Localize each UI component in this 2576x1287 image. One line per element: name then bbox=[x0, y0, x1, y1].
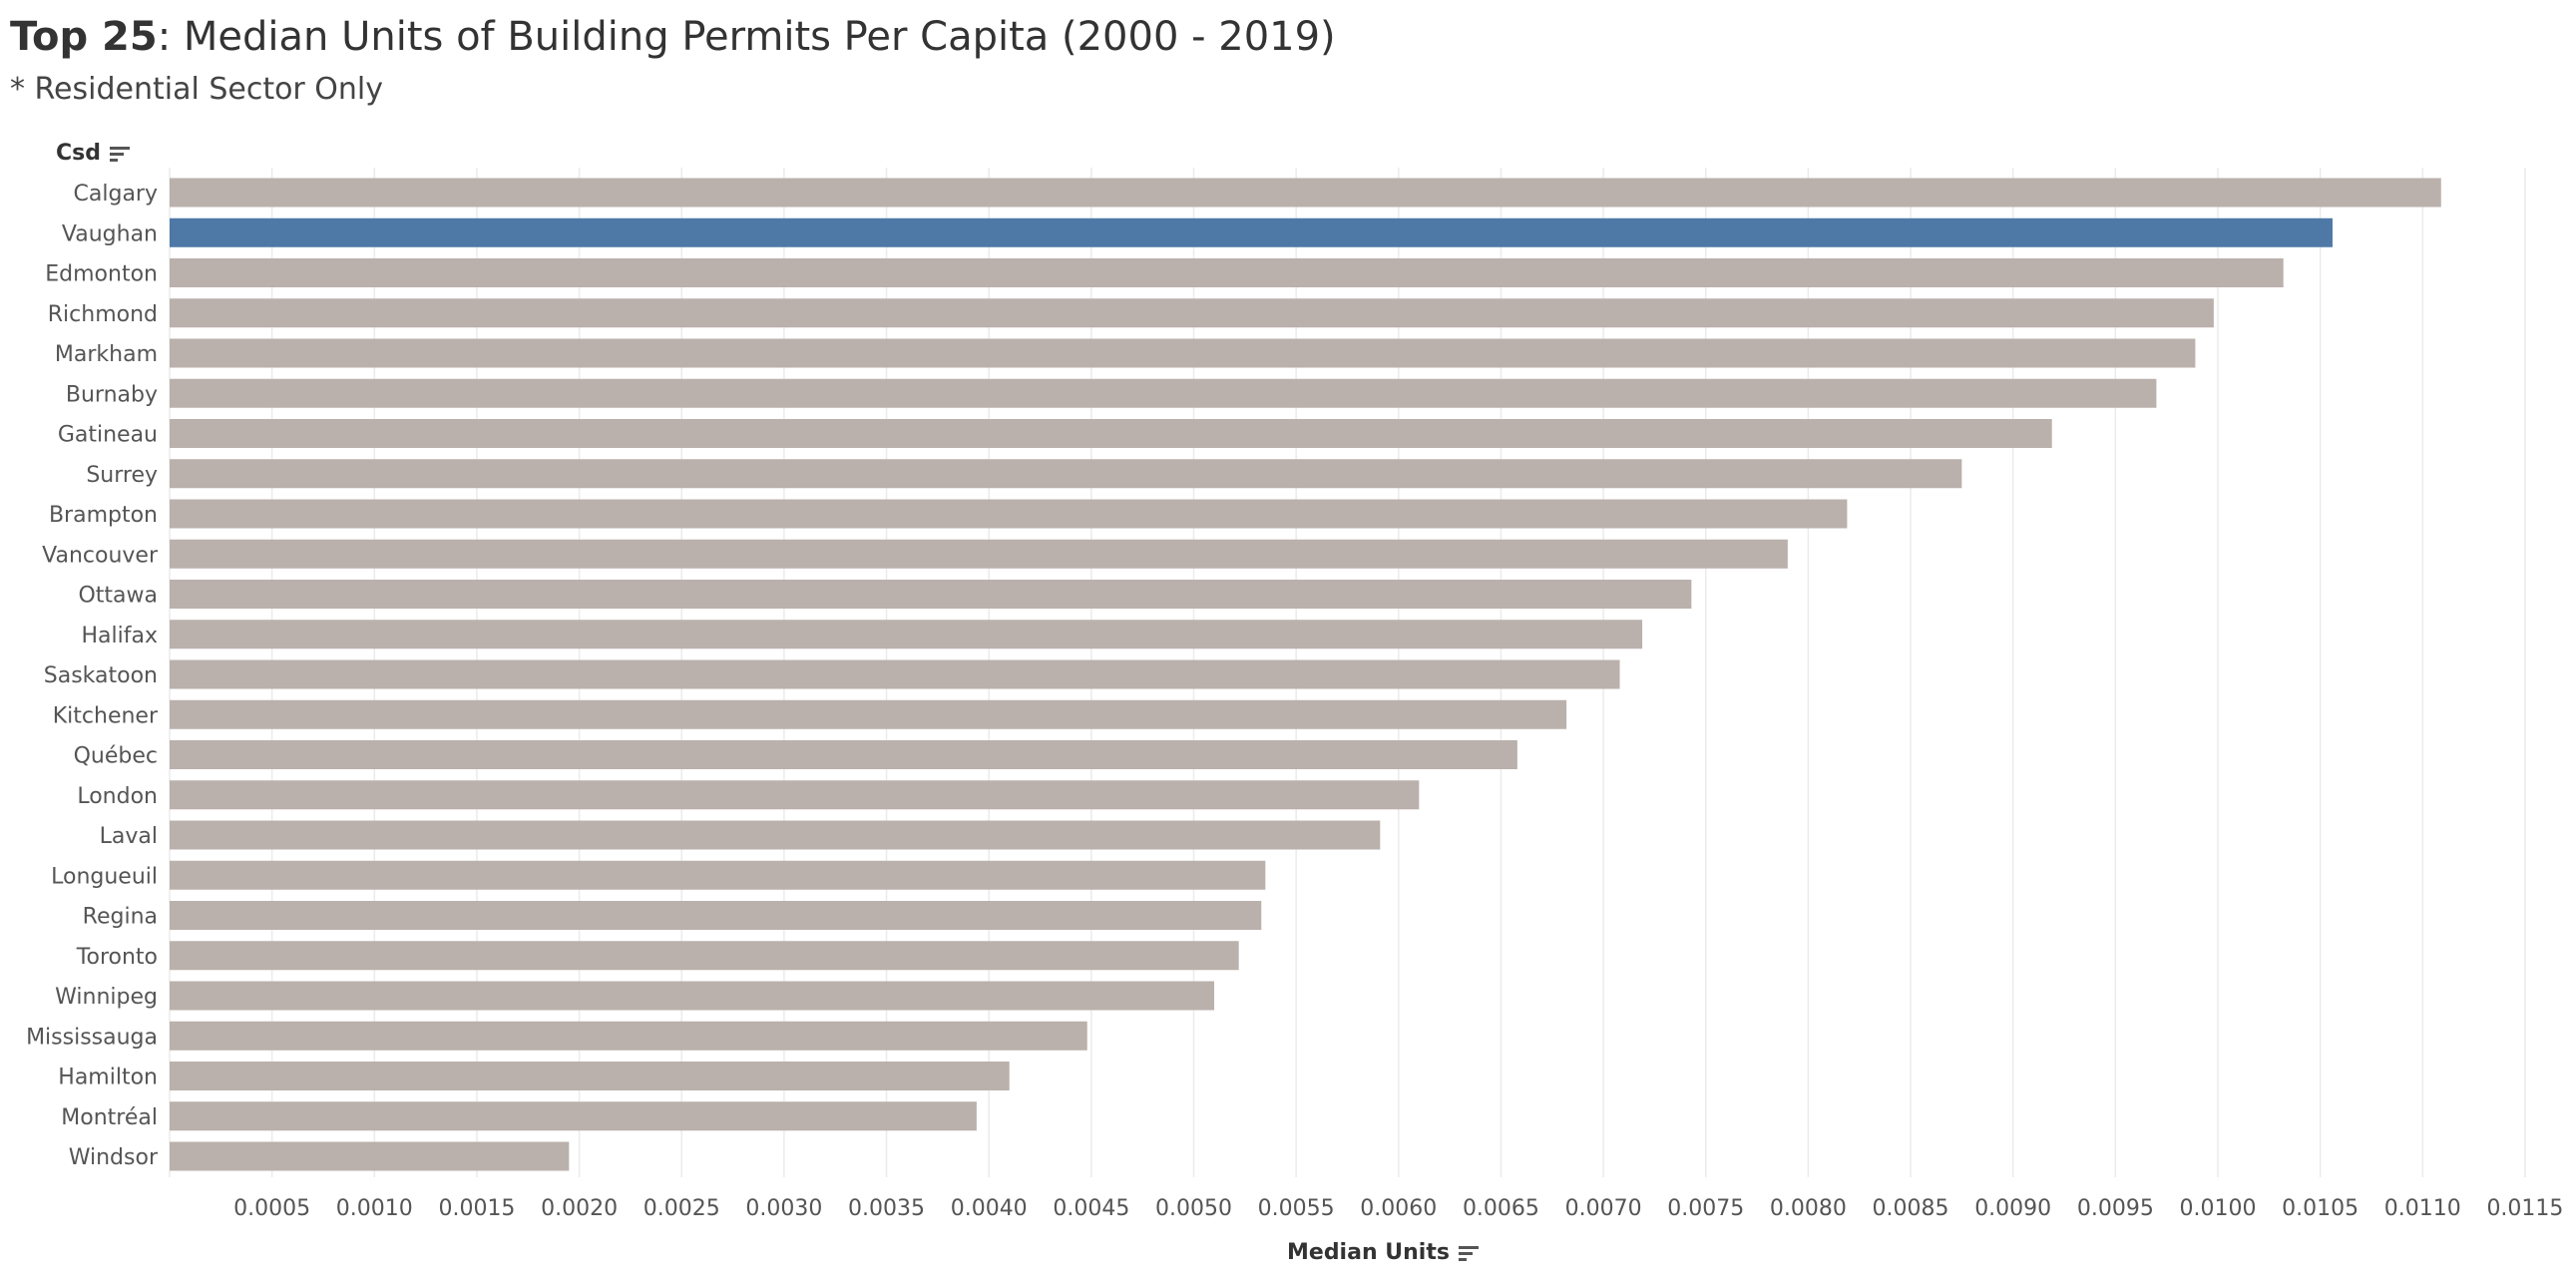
bar-quebec[interactable] bbox=[170, 740, 1517, 769]
chart-title-rest: : Median Units of Building Permits Per C… bbox=[157, 14, 1336, 60]
category-label[interactable]: Surrey bbox=[86, 463, 158, 488]
x-tick-label: 0.0025 bbox=[644, 1196, 720, 1221]
category-labels: Calgary Vaughan Edmonton Richmond Markham Bur… bbox=[26, 182, 159, 1170]
bar-laval[interactable] bbox=[170, 820, 1381, 850]
category-label[interactable]: Vancouver bbox=[42, 543, 159, 568]
x-tick-label: 0.0075 bbox=[1667, 1196, 1744, 1221]
bar-burnaby[interactable] bbox=[170, 378, 2157, 408]
category-label[interactable]: Vaughan bbox=[62, 221, 158, 246]
x-tick-label: 0.0005 bbox=[233, 1196, 310, 1221]
category-label[interactable]: Edmonton bbox=[45, 262, 158, 287]
category-label[interactable]: Brampton bbox=[49, 503, 158, 528]
x-tick-label: 0.0105 bbox=[2282, 1196, 2359, 1221]
bar-markham[interactable] bbox=[170, 338, 2196, 368]
category-label[interactable]: Hamilton bbox=[58, 1066, 158, 1090]
bar-vaughan[interactable] bbox=[170, 217, 2333, 247]
bar-toronto[interactable] bbox=[170, 941, 1239, 971]
x-tick-label: 0.0115 bbox=[2486, 1196, 2563, 1221]
bar-hamilton[interactable] bbox=[170, 1062, 1010, 1090]
y-axis-title: Csd bbox=[56, 141, 101, 166]
x-tick-label: 0.0055 bbox=[1258, 1196, 1335, 1221]
category-label[interactable]: Saskatoon bbox=[44, 663, 158, 688]
bar-edmonton[interactable] bbox=[170, 258, 2284, 287]
category-label[interactable]: Calgary bbox=[74, 182, 158, 207]
x-axis-title: Median Units bbox=[1287, 1240, 1450, 1265]
y-axis-header[interactable]: Csd bbox=[56, 141, 131, 166]
bar-richmond[interactable] bbox=[170, 298, 2214, 328]
x-tick-label: 0.0060 bbox=[1360, 1196, 1437, 1221]
category-label[interactable]: Regina bbox=[83, 905, 158, 930]
sort-descending-icon[interactable] bbox=[109, 144, 131, 164]
category-label[interactable]: Kitchener bbox=[53, 703, 159, 728]
bar-vancouver[interactable] bbox=[170, 539, 1788, 569]
x-tick-label: 0.0050 bbox=[1155, 1196, 1232, 1221]
x-tick-label: 0.0020 bbox=[541, 1196, 618, 1221]
bar-winnipeg[interactable] bbox=[170, 981, 1215, 1011]
x-tick-label: 0.0015 bbox=[438, 1196, 515, 1221]
x-tick-label: 0.0085 bbox=[1873, 1196, 1949, 1221]
category-label[interactable]: London bbox=[77, 784, 158, 809]
category-label[interactable]: Ottawa bbox=[78, 584, 158, 609]
sort-descending-icon[interactable] bbox=[1458, 1243, 1480, 1263]
category-label[interactable]: Québec bbox=[74, 744, 158, 769]
category-label[interactable]: Windsor bbox=[69, 1145, 159, 1170]
bar-regina[interactable] bbox=[170, 901, 1262, 930]
category-label[interactable]: Montréal bbox=[61, 1105, 158, 1130]
x-axis-header[interactable]: Median Units bbox=[1287, 1240, 1480, 1265]
category-label[interactable]: Mississauga bbox=[26, 1025, 158, 1050]
bar-brampton[interactable] bbox=[170, 499, 1848, 529]
category-label[interactable]: Richmond bbox=[48, 302, 158, 327]
bar-saskatoon[interactable] bbox=[170, 659, 1620, 689]
category-label[interactable]: Toronto bbox=[76, 945, 158, 970]
bar-montreal[interactable] bbox=[170, 1101, 977, 1131]
bar-kitchener[interactable] bbox=[170, 699, 1567, 729]
bar-ottawa[interactable] bbox=[170, 580, 1692, 609]
category-label[interactable]: Burnaby bbox=[66, 382, 158, 407]
x-tick-label: 0.0070 bbox=[1565, 1196, 1642, 1221]
category-label[interactable]: Winnipeg bbox=[55, 985, 158, 1010]
x-tick-label: 0.0065 bbox=[1463, 1196, 1539, 1221]
bar-gatineau[interactable] bbox=[170, 419, 2052, 448]
chart-title: Top 25: Median Units of Building Permits… bbox=[10, 14, 1336, 60]
category-label[interactable]: Gatineau bbox=[58, 423, 158, 448]
x-tick-label: 0.0095 bbox=[2077, 1196, 2154, 1221]
chart-subtitle: * Residential Sector Only bbox=[10, 72, 384, 107]
category-label[interactable]: Halifax bbox=[82, 624, 159, 648]
x-tick-label: 0.0035 bbox=[848, 1196, 925, 1221]
x-tick-label: 0.0110 bbox=[2384, 1196, 2461, 1221]
bar-calgary[interactable] bbox=[170, 178, 2441, 208]
bar-surrey[interactable] bbox=[170, 459, 1962, 489]
bars bbox=[170, 178, 2441, 1171]
bar-mississauga[interactable] bbox=[170, 1021, 1087, 1051]
category-label[interactable]: Laval bbox=[100, 824, 158, 849]
x-tick-label: 0.0090 bbox=[1974, 1196, 2051, 1221]
x-tick-label: 0.0100 bbox=[2179, 1196, 2256, 1221]
bar-london[interactable] bbox=[170, 780, 1420, 810]
x-tick-label: 0.0045 bbox=[1053, 1196, 1129, 1221]
x-axis-ticks: 0.0005 0.0010 0.0015 0.0020 0.0025 0.0030 0.00… bbox=[233, 1196, 2563, 1221]
x-tick-label: 0.0030 bbox=[745, 1196, 822, 1221]
x-tick-label: 0.0040 bbox=[951, 1196, 1028, 1221]
x-tick-label: 0.0010 bbox=[336, 1196, 413, 1221]
bar-longueuil[interactable] bbox=[170, 860, 1266, 890]
category-label[interactable]: Markham bbox=[55, 342, 158, 367]
bar-windsor[interactable] bbox=[170, 1141, 570, 1171]
chart-title-bold: Top 25 bbox=[10, 14, 158, 60]
bar-halifax[interactable] bbox=[170, 620, 1643, 649]
category-label[interactable]: Longueuil bbox=[51, 864, 158, 889]
x-tick-label: 0.0080 bbox=[1770, 1196, 1847, 1221]
